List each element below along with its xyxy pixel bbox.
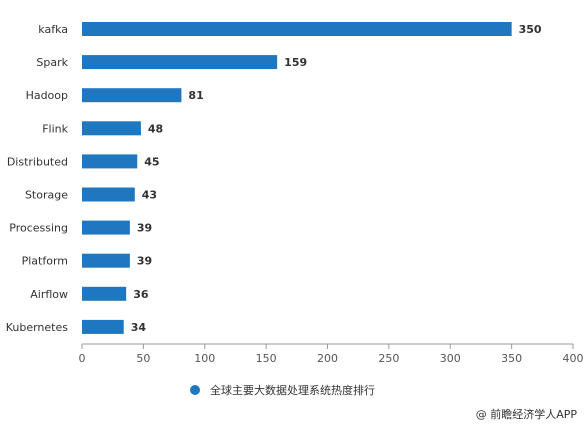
x-tick-label: 300 <box>440 352 461 365</box>
bar <box>82 55 278 70</box>
category-label: kafka <box>38 23 68 36</box>
data-label: 159 <box>284 56 307 69</box>
bar <box>82 22 512 36</box>
x-tick-label: 100 <box>194 352 215 365</box>
x-tick-label: 250 <box>378 352 399 365</box>
legend-marker <box>190 385 200 395</box>
legend: 全球主要大数据处理系统热度排行 <box>190 382 375 398</box>
data-label: 36 <box>133 288 149 301</box>
data-label: 39 <box>137 222 152 235</box>
x-tick-label: 0 <box>79 352 86 365</box>
category-label: Distributed <box>7 155 68 168</box>
legend-label: 全球主要大数据处理系统热度排行 <box>210 384 375 397</box>
category-label: Kubernetes <box>6 321 69 334</box>
data-label: 350 <box>519 23 542 36</box>
data-label: 34 <box>131 321 147 334</box>
category-label: Processing <box>9 222 68 235</box>
bar <box>82 319 124 334</box>
bar <box>82 220 130 235</box>
category-label: Platform <box>22 255 68 268</box>
data-label: 45 <box>144 155 159 168</box>
category-label: Flink <box>42 122 68 135</box>
category-label: Spark <box>36 56 68 69</box>
data-label: 39 <box>137 255 152 268</box>
bar <box>82 286 127 301</box>
category-label: Airflow <box>30 288 68 301</box>
bar <box>82 154 138 169</box>
x-tick-label: 400 <box>563 352 584 365</box>
category-label: Hadoop <box>26 89 68 102</box>
bar <box>82 121 141 136</box>
category-label: Storage <box>25 189 68 202</box>
x-tick-label: 350 <box>501 352 522 365</box>
data-label: 43 <box>142 189 157 202</box>
bar <box>82 88 182 103</box>
bar <box>82 253 130 268</box>
data-label: 48 <box>148 122 163 135</box>
x-tick-label: 50 <box>136 352 150 365</box>
data-label: 81 <box>188 89 203 102</box>
x-tick-label: 150 <box>256 352 277 365</box>
bar <box>82 187 135 202</box>
source-credit: @ 前瞻经济学人APP <box>475 408 577 421</box>
x-tick-label: 200 <box>317 352 338 365</box>
